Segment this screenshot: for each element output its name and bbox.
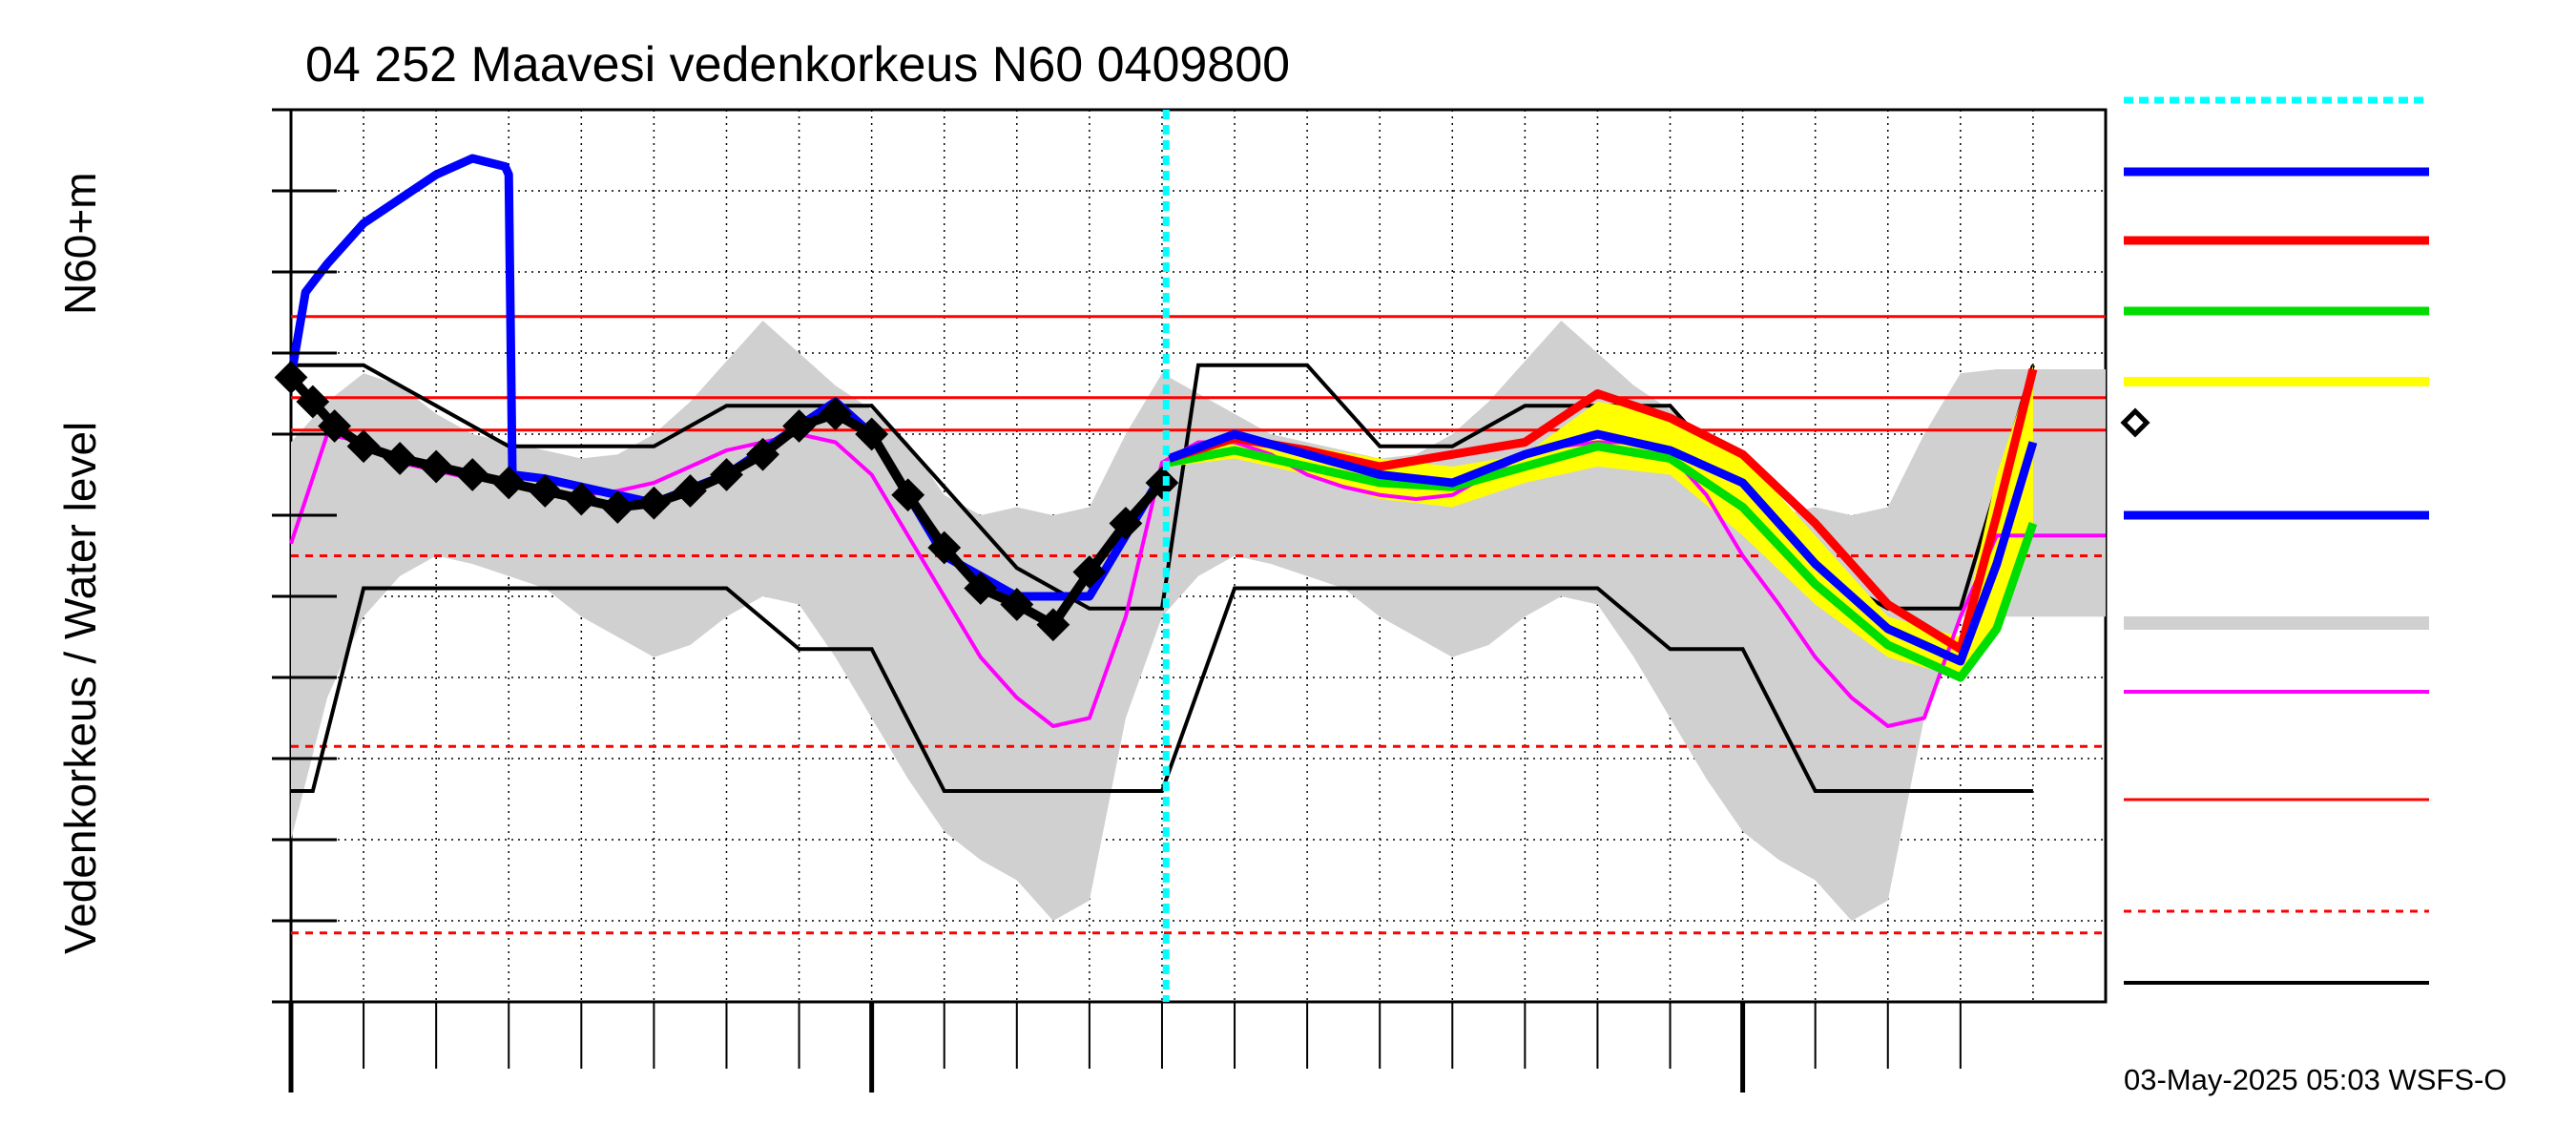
forecast-range-band (1169, 364, 2033, 677)
observed-point (1072, 555, 1107, 589)
y-axis-ticks (272, 108, 337, 1004)
observed-point (455, 458, 489, 491)
max-peak-forecast-line (1168, 367, 2038, 654)
observed-point (674, 474, 707, 508)
observed-point (1036, 608, 1070, 642)
observed-point (782, 409, 816, 443)
observed-point (710, 458, 743, 491)
observed-point (1000, 588, 1034, 621)
observed-point (636, 486, 671, 520)
observed-point (891, 478, 925, 512)
mean-peak-forecast-line (1167, 429, 2038, 666)
regulation-lower-line (291, 586, 2033, 793)
observed-point (383, 442, 417, 475)
observed-point (855, 417, 889, 451)
observed-point (927, 531, 962, 565)
legend-marker-observed (2120, 407, 2150, 438)
reference-lines (291, 315, 2106, 935)
min-peak-forecast-line (1168, 442, 2038, 682)
x-axis (288, 1002, 1962, 1093)
observed-point (600, 490, 634, 524)
observed-point (746, 437, 779, 471)
forecast-range-area (1169, 364, 2033, 677)
observed-point (819, 397, 853, 431)
timestamp: 03-May-2025 05:03 WSFS-O (2124, 1063, 2506, 1096)
observed-point (964, 572, 998, 605)
observed-point (419, 449, 453, 484)
observed-markers (274, 361, 1179, 642)
observed-point (346, 429, 381, 464)
chart-title: 04 252 Maavesi vedenkorkeus N60 0409800 (305, 37, 1290, 93)
observed-point (528, 474, 562, 508)
observed-point (296, 385, 330, 419)
legend (2120, 96, 2429, 985)
observed-point (1109, 507, 1143, 540)
y-axis-label: Vedenkorkeus / Water level (55, 422, 105, 954)
observed-point (1145, 466, 1179, 500)
observed-point (491, 466, 526, 500)
observed-point (274, 361, 308, 394)
y-axis-unit-label: N60+m (55, 172, 105, 315)
observed-point (564, 482, 598, 516)
